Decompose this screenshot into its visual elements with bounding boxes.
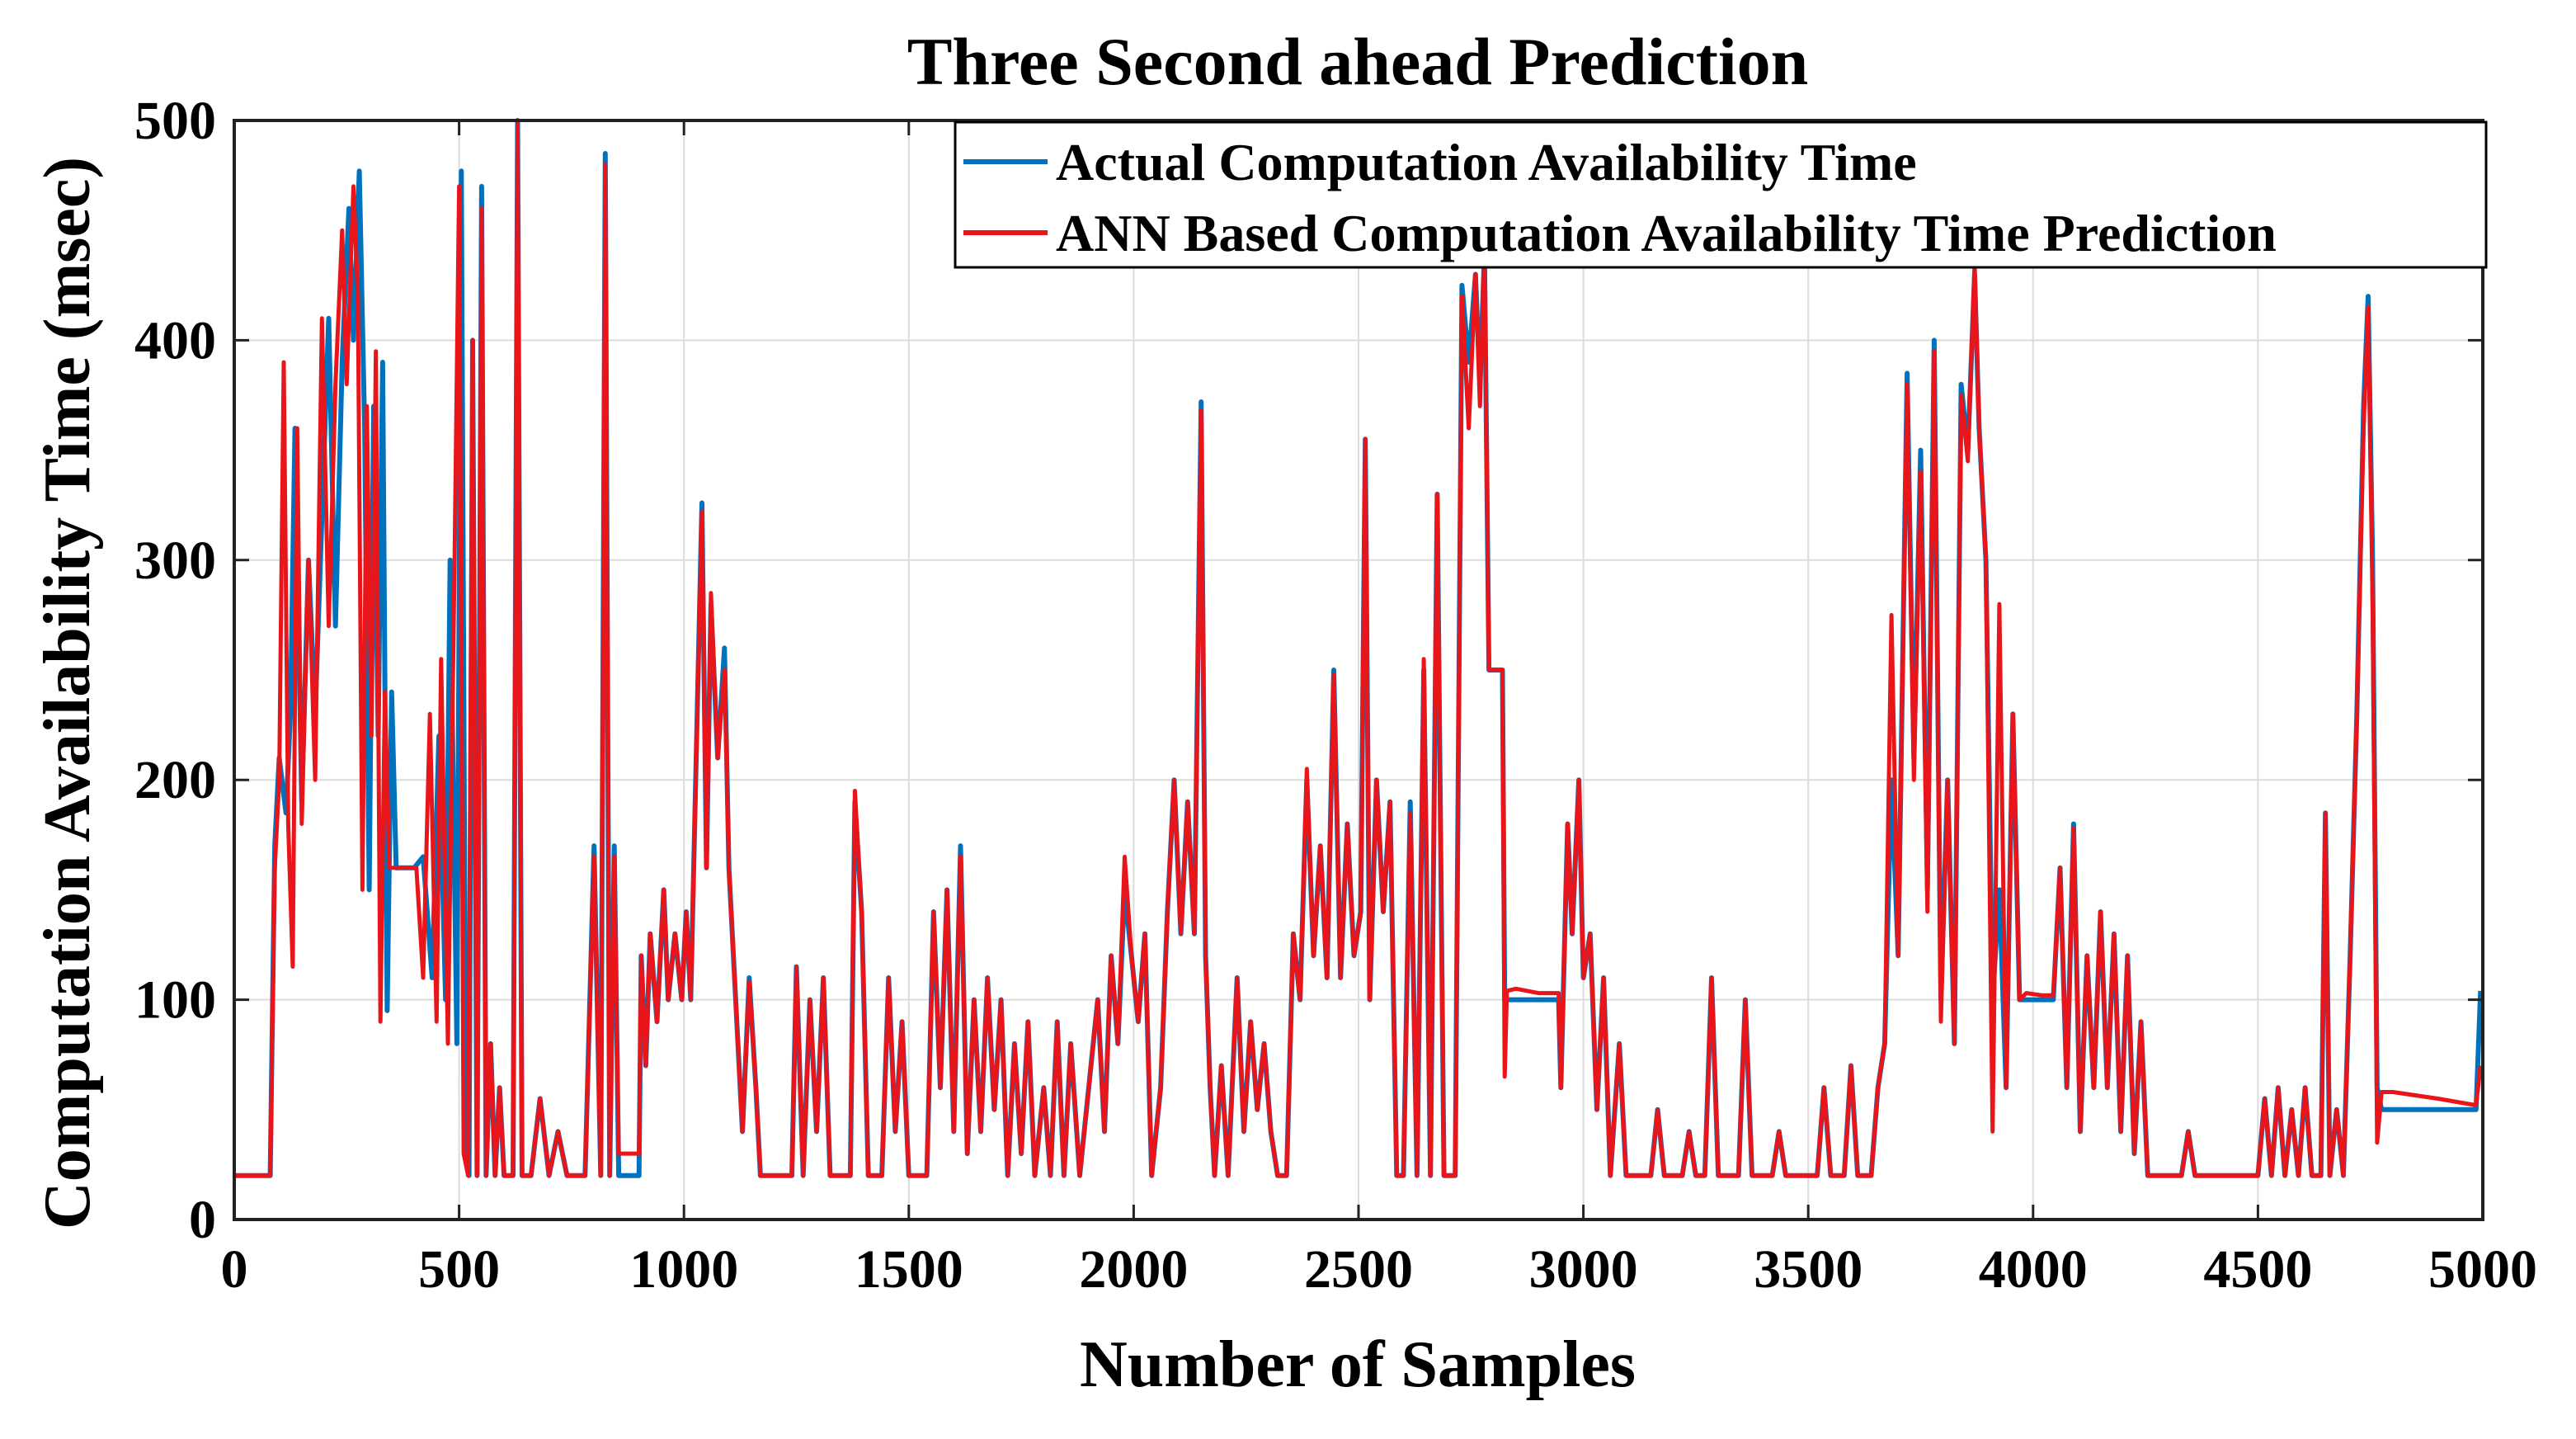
y-tick-label: 0 [189,1190,216,1250]
legend-box [954,120,2488,269]
x-tick-label: 500 [418,1239,500,1300]
x-tick-label: 1000 [629,1239,738,1300]
legend: Actual Computation Availability Time ANN… [954,120,2488,269]
x-tick-label: 3000 [1529,1239,1638,1300]
x-tick-label: 4500 [2203,1239,2312,1300]
x-tick-label: 0 [221,1239,248,1300]
x-tick-label: 5000 [2428,1239,2537,1300]
x-tick-label: 2500 [1304,1239,1413,1300]
x-tick-label: 2000 [1079,1239,1188,1300]
y-axis-label: Computation Availability Time (msec) [31,157,104,1229]
y-tick-label: 200 [134,750,216,810]
y-tick-label: 400 [134,310,216,370]
plot-series [234,118,2484,1178]
y-tick-label: 100 [134,970,216,1031]
x-tick-labels: 0 500 1000 1500 2000 2500 3000 3500 4000 4500 5000 [221,1239,2538,1300]
y-tick-labels: 0 100 200 300 400 500 [134,91,216,1250]
y-tick-label: 500 [134,91,216,151]
legend-label-actual: Actual Computation Availability Time [1056,133,1917,191]
y-tick-label: 300 [134,531,216,591]
series-prediction-line [234,118,2483,1178]
x-tick-label: 4000 [1979,1239,2088,1300]
legend-label-prediction: ANN Based Computation Availability Time … [1056,204,2277,262]
x-axis-label: Number of Samples [1080,1328,1636,1401]
x-tick-label: 3500 [1754,1239,1863,1300]
chart-title: Three Second ahead Prediction [907,24,1809,99]
x-tick-label: 1500 [855,1239,963,1300]
